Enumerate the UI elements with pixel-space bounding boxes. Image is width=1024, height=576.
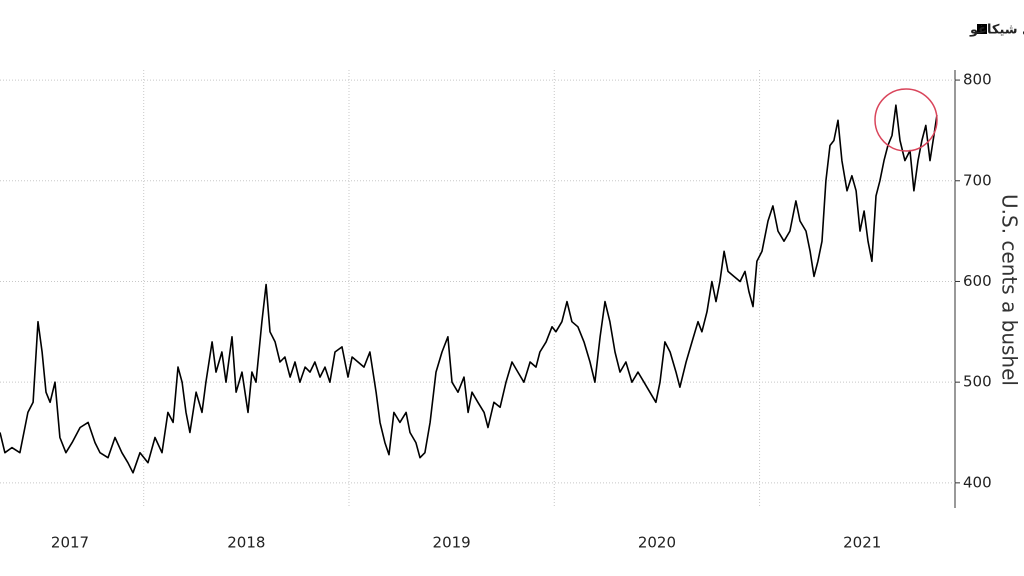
legend-swatch — [977, 24, 987, 34]
x-tick-label: 2018 — [227, 534, 265, 552]
y-tick-label: 700 — [963, 171, 992, 189]
y-tick-label: 600 — [963, 272, 992, 290]
x-tick-label: 2021 — [843, 534, 881, 552]
highlight-circle — [874, 88, 938, 152]
data-line — [0, 104, 938, 474]
x-tick-label: 2017 — [51, 534, 89, 552]
x-tick-label: 2019 — [433, 534, 471, 552]
y-axis-label: U.S. cents a bushel — [998, 194, 1022, 386]
legend-label: عقود القمح الآجلة في شيكاغو — [969, 22, 1024, 38]
x-tick-label: 2020 — [638, 534, 676, 552]
y-tick-label: 400 — [963, 473, 992, 491]
y-tick-label: 500 — [963, 373, 992, 391]
y-tick-label: 800 — [963, 71, 992, 89]
